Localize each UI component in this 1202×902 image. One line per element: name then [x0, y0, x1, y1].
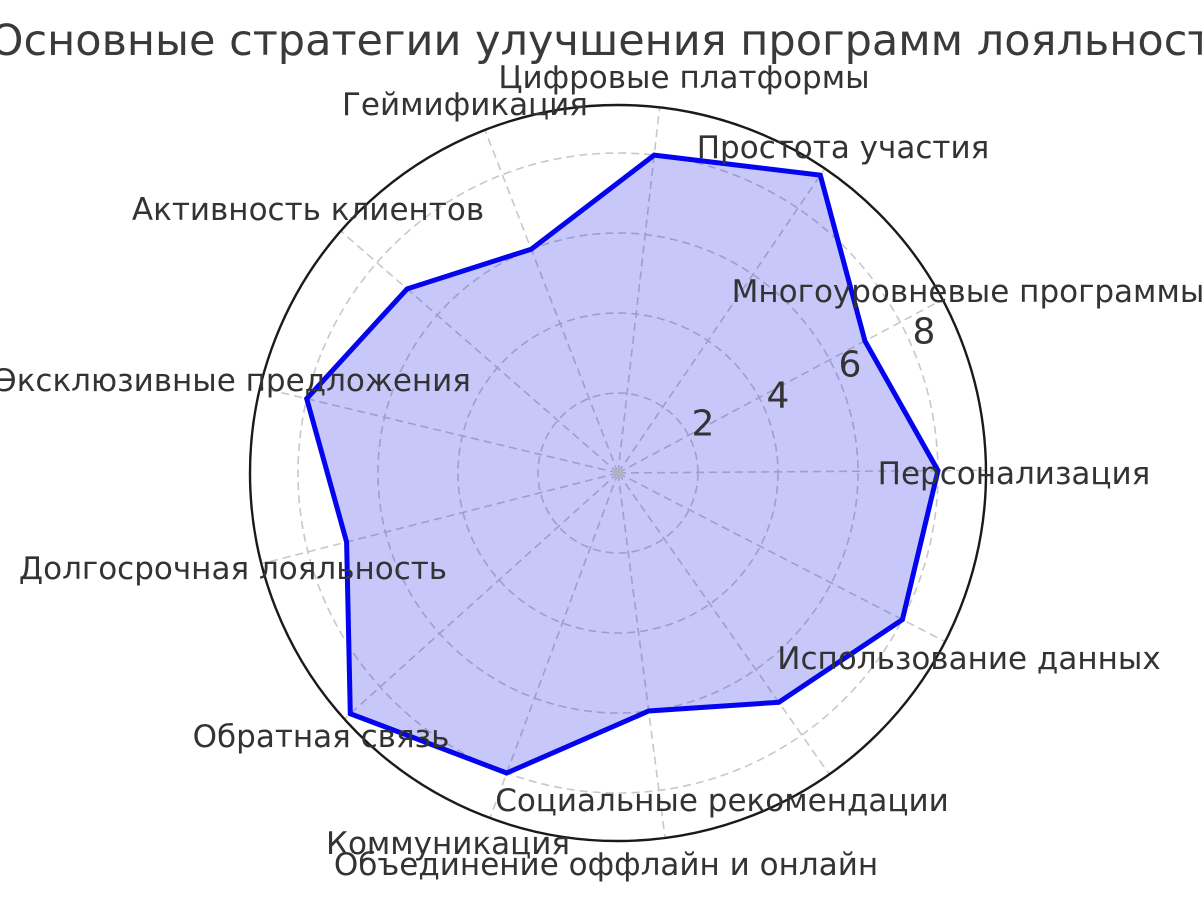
category-label: Долгосрочная лояльность — [19, 551, 447, 587]
r-tick-label: 4 — [767, 376, 790, 417]
outer-circle — [248, 103, 988, 843]
grid-spoke — [259, 386, 619, 474]
center-dot — [613, 468, 623, 478]
grid-spoke — [617, 472, 666, 839]
grid-spoke — [617, 107, 661, 474]
grid-spoke — [489, 472, 619, 819]
series-outline — [303, 152, 941, 776]
grid-spoke — [617, 469, 986, 474]
series-fill — [306, 155, 938, 774]
category-label: Геймификация — [342, 87, 588, 123]
grid-spoke — [617, 472, 946, 643]
grid-ring — [377, 232, 859, 714]
category-label: Эксклюзивные предложения — [0, 363, 471, 399]
r-tick-label: 2 — [692, 404, 715, 445]
category-label: Многоуровневые программы — [732, 274, 1202, 310]
chart-title: Основные стратегии улучшения программ ло… — [0, 16, 1202, 66]
grid-spoke — [484, 129, 619, 474]
grid-spoke — [617, 472, 830, 775]
grid-spoke — [617, 168, 826, 474]
grid-ring — [457, 312, 779, 634]
category-label: Цифровые платформы — [498, 60, 869, 96]
category-label: Активность клиентов — [132, 192, 484, 228]
grid-spoke — [343, 472, 619, 720]
data-series — [303, 152, 941, 776]
category-label: Использование данных — [777, 641, 1160, 677]
category-label: Объединение оффлайн и онлайн — [334, 847, 878, 883]
r-tick-label: 6 — [839, 345, 862, 386]
grid-spoke — [617, 298, 943, 474]
grid-spoke — [261, 472, 619, 565]
category-label: Обратная связь — [193, 719, 450, 755]
grid-spoke — [340, 230, 619, 474]
category-label: Коммуникация — [326, 826, 570, 862]
category-labels: Цифровые платформы Простота участия Многоу… — [0, 60, 1202, 883]
category-label: Простота участия — [697, 130, 990, 166]
r-tick-label: 8 — [913, 312, 936, 353]
category-label: Персонализация — [878, 456, 1151, 492]
radial-tick-labels: 2 4 6 8 — [692, 312, 936, 445]
category-label: Социальные рекомендации — [495, 783, 949, 819]
